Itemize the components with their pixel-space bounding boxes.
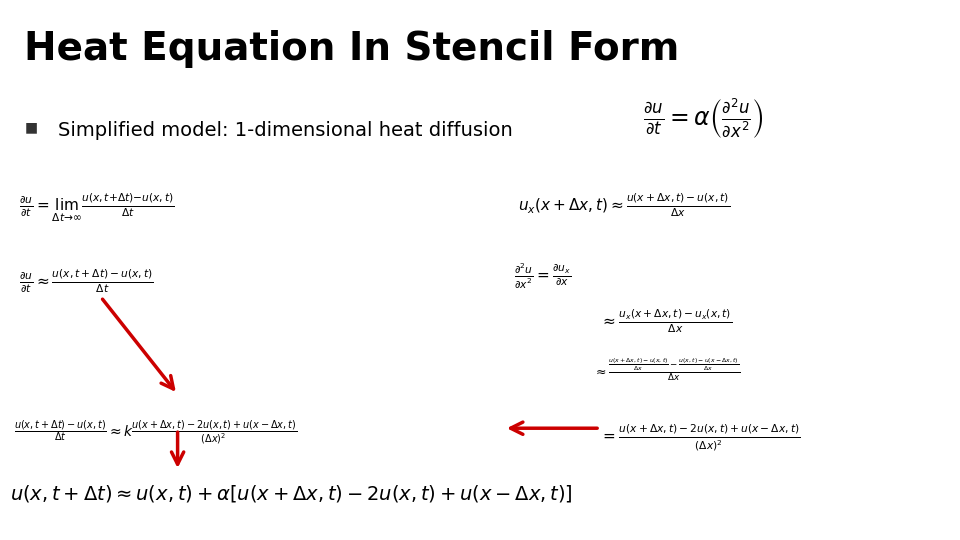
Text: $u_x(x+\Delta x,t) \approx \frac{u(x+\Delta x,t)-u(x,t)}{\Delta x}$: $u_x(x+\Delta x,t) \approx \frac{u(x+\De… [518, 192, 731, 219]
Text: $\frac{\partial u}{\partial t} = \lim_{\Delta t \to \infty} \frac{u(x,t+\Delta t: $\frac{\partial u}{\partial t} = \lim_{\… [19, 192, 175, 224]
Text: Simplified model: 1-dimensional heat diffusion: Simplified model: 1-dimensional heat dif… [58, 122, 513, 140]
Text: $\approx \frac{\frac{u(x+\Delta x,t)-u(x,t)}{\Delta x} - \frac{u(x,t)-u(x-\Delta: $\approx \frac{\frac{u(x+\Delta x,t)-u(x… [593, 356, 740, 383]
Text: $\frac{\partial^2 u}{\partial x^2} = \frac{\partial u_x}{\partial x}$: $\frac{\partial^2 u}{\partial x^2} = \fr… [514, 262, 570, 291]
Text: $\approx \frac{u_x(x+\Delta x,t)-u_x(x,t)}{\Delta x}$: $\approx \frac{u_x(x+\Delta x,t)-u_x(x,t… [600, 308, 732, 335]
Text: $\blacksquare$: $\blacksquare$ [24, 122, 37, 136]
Text: $\frac{\partial u}{\partial t} = \alpha \left( \frac{\partial^2 u}{\partial x^2}: $\frac{\partial u}{\partial t} = \alpha … [643, 97, 764, 141]
Text: $\frac{u(x,t+\Delta t)-u(x,t)}{\Delta t} \approx k\frac{u(x+\Delta x,t)-2u(x,t)+: $\frac{u(x,t+\Delta t)-u(x,t)}{\Delta t}… [14, 418, 298, 447]
Text: $\frac{\partial u}{\partial t} \approx \frac{u(x,t+\Delta t)-u(x,t)}{\Delta t}$: $\frac{\partial u}{\partial t} \approx \… [19, 267, 154, 295]
Text: $u(x,t+\Delta t) \approx u(x,t) + \alpha\left[u(x+\Delta x,t) - 2u(x,t) + u(x-\D: $u(x,t+\Delta t) \approx u(x,t) + \alpha… [10, 483, 572, 504]
Text: Heat Equation In Stencil Form: Heat Equation In Stencil Form [24, 30, 680, 68]
Text: $= \frac{u(x+\Delta x,t)-2u(x,t)+u(x-\Delta x,t)}{(\Delta x)^2}$: $= \frac{u(x+\Delta x,t)-2u(x,t)+u(x-\De… [600, 422, 801, 453]
